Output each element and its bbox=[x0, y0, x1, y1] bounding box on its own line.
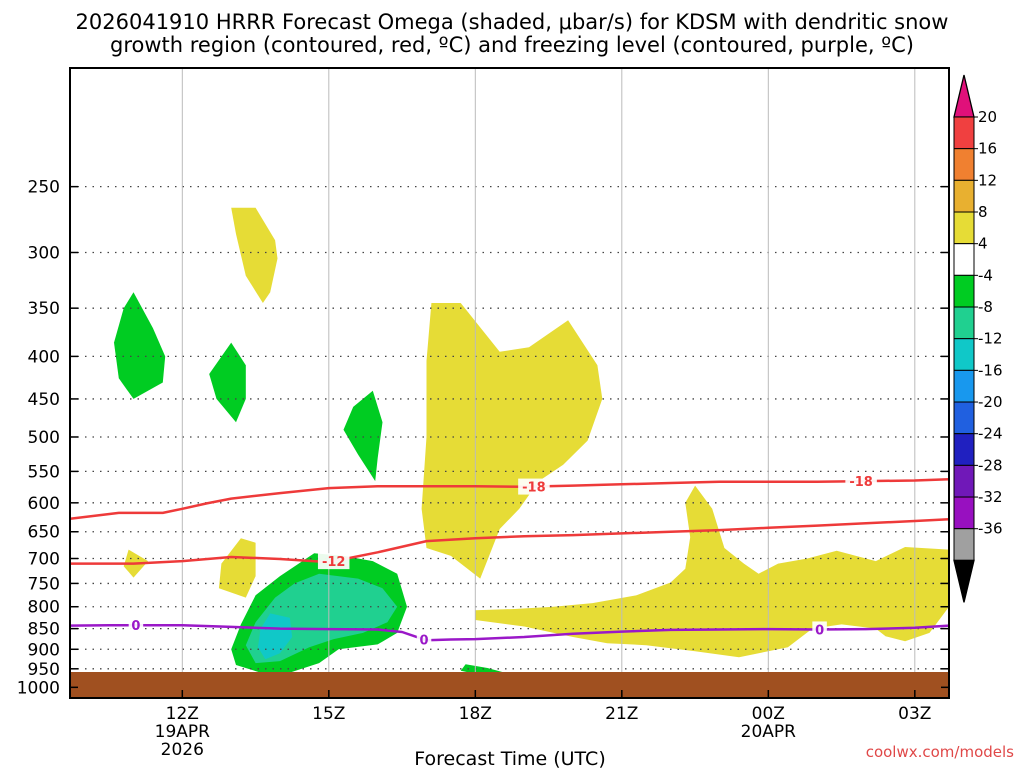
colorbar-label-13: -36 bbox=[978, 520, 1003, 538]
omega-region-2 bbox=[475, 485, 949, 658]
colorbar-bin-7 bbox=[953, 306, 975, 340]
credit-text[interactable]: coolwx.com/models bbox=[866, 743, 1014, 761]
x-year-label-2026: 2026 bbox=[161, 740, 204, 760]
colorbar-overflow-low bbox=[953, 559, 975, 603]
y-tick-label-1000: 1000 bbox=[17, 678, 60, 698]
contour-line-2 bbox=[70, 623, 949, 642]
colorbar-bin-10 bbox=[953, 401, 975, 435]
colorbar-bin-8 bbox=[953, 338, 975, 371]
y-tick-label-500: 500 bbox=[28, 428, 60, 448]
contour-label-2-2: 0 bbox=[815, 623, 824, 638]
x-tick-label-00Z: 00Z bbox=[752, 704, 785, 724]
chart-title-line2: growth region (contoured, red, ºC) and f… bbox=[110, 33, 914, 57]
colorbar-label-9: -20 bbox=[978, 393, 1003, 411]
contour-label-2-0: 0 bbox=[131, 619, 140, 634]
y-tick-label-600: 600 bbox=[28, 494, 60, 514]
x-tick-label-15Z: 15Z bbox=[312, 704, 345, 724]
colorbar-bin-5 bbox=[953, 243, 975, 276]
x-tick-label-18Z: 18Z bbox=[459, 704, 492, 724]
colorbar-label-6: -8 bbox=[978, 298, 993, 316]
contour-line-0 bbox=[70, 477, 949, 520]
colorbar-label-0: 20 bbox=[978, 108, 997, 126]
colorbar-bin-4 bbox=[953, 211, 975, 245]
omega-region-5 bbox=[114, 292, 166, 399]
ground-surface bbox=[70, 672, 949, 698]
colorbar-bin-11 bbox=[953, 433, 975, 466]
colorbar-bin-14 bbox=[953, 528, 975, 561]
gridlines bbox=[70, 68, 949, 698]
contour-line-1 bbox=[70, 518, 949, 565]
omega-region-7 bbox=[343, 390, 383, 482]
contour-label-bg-2-1 bbox=[416, 631, 432, 648]
y-tick-label-950: 950 bbox=[28, 660, 60, 680]
x-tick-label-12Z: 12Z bbox=[166, 704, 199, 724]
y-tick-label-850: 850 bbox=[28, 620, 60, 640]
contour-label-2-1: 0 bbox=[420, 634, 429, 649]
x-tick-label-21Z: 21Z bbox=[605, 704, 638, 724]
colorbar-bin-12 bbox=[953, 464, 975, 498]
omega-region-1 bbox=[421, 303, 603, 579]
colorbar-label-11: -28 bbox=[978, 456, 1003, 474]
colorbar-label-3: 8 bbox=[978, 203, 988, 221]
colorbar-label-1: 16 bbox=[978, 140, 997, 158]
contour-label-bg-2-2 bbox=[812, 621, 827, 638]
omega-region-0 bbox=[231, 207, 278, 303]
omega-region-6 bbox=[209, 342, 246, 423]
colorbar-label-12: -32 bbox=[978, 488, 1003, 506]
x-date-label-20APR: 20APR bbox=[741, 722, 797, 742]
plot-frame bbox=[69, 67, 950, 699]
contour-label-bg-2-0 bbox=[128, 617, 144, 634]
y-tick-label-750: 750 bbox=[28, 574, 60, 594]
colorbar-bin-3 bbox=[953, 179, 975, 213]
colorbar-label-2: 12 bbox=[978, 171, 997, 189]
y-axis: 2503003504004505005506006507007508008509… bbox=[17, 178, 949, 698]
y-tick-label-550: 550 bbox=[28, 462, 60, 482]
chart-title-line1: 2026041910 HRRR Forecast Omega (shaded, … bbox=[76, 10, 949, 34]
colorbar-label-5: -4 bbox=[978, 266, 993, 284]
isotherm-contours: -18 -18 -12 0 0 0 bbox=[70, 473, 949, 649]
y-tick-label-350: 350 bbox=[28, 299, 60, 319]
omega-region-10 bbox=[258, 613, 293, 660]
contour-label-0-0: -18 bbox=[522, 481, 546, 496]
x-tick-label-03Z: 03Z bbox=[898, 704, 931, 724]
colorbar-bin-13 bbox=[953, 496, 975, 530]
colorbar-label-7: -12 bbox=[978, 330, 1003, 348]
colorbar: 20 16 12 8 4 -4 -8 -12 -16 -20 -24 -28 -32 -36 bbox=[953, 74, 1003, 603]
x-date-label-19APR: 19APR bbox=[155, 722, 211, 742]
y-tick-label-700: 700 bbox=[28, 550, 60, 570]
colorbar-label-4: 4 bbox=[978, 235, 988, 253]
contour-label-1-0: -12 bbox=[322, 555, 346, 570]
contour-label-bg-0-1 bbox=[845, 473, 877, 490]
y-tick-label-250: 250 bbox=[28, 178, 60, 198]
x-axis-title: Forecast Time (UTC) bbox=[414, 748, 605, 768]
y-tick-label-300: 300 bbox=[28, 243, 60, 263]
colorbar-bin-1 bbox=[953, 116, 975, 150]
colorbar-bin-6 bbox=[953, 274, 975, 308]
colorbar-label-8: -16 bbox=[978, 361, 1003, 379]
contour-label-bg-0-0 bbox=[518, 478, 550, 495]
colorbar-label-10: -24 bbox=[978, 425, 1003, 443]
y-tick-label-450: 450 bbox=[28, 390, 60, 410]
contour-label-0-1: -18 bbox=[849, 475, 873, 490]
colorbar-bin-9 bbox=[953, 369, 975, 403]
y-tick-label-400: 400 bbox=[28, 347, 60, 367]
colorbar-bin-2 bbox=[953, 148, 975, 181]
contour-label-bg-1-0 bbox=[317, 553, 350, 570]
y-tick-label-650: 650 bbox=[28, 523, 60, 543]
y-tick-label-900: 900 bbox=[28, 640, 60, 660]
plot-area: -18 -18 -12 0 0 0 bbox=[70, 68, 949, 698]
y-tick-label-800: 800 bbox=[28, 598, 60, 618]
